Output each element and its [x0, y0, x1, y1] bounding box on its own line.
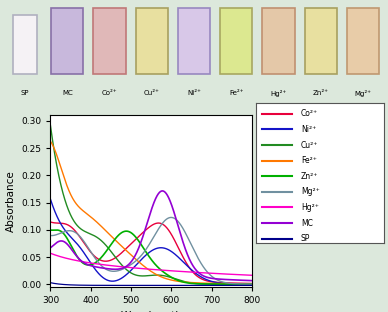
FancyBboxPatch shape	[220, 8, 252, 74]
Text: Mg²⁺: Mg²⁺	[301, 188, 320, 196]
Text: Fe²⁺: Fe²⁺	[301, 156, 317, 165]
FancyBboxPatch shape	[51, 8, 83, 74]
Text: MC: MC	[301, 219, 313, 227]
Text: Co²⁺: Co²⁺	[102, 90, 117, 96]
Text: Hg²⁺: Hg²⁺	[270, 90, 287, 97]
X-axis label: Wavelength: Wavelength	[120, 311, 182, 312]
FancyBboxPatch shape	[13, 15, 37, 74]
FancyBboxPatch shape	[136, 8, 168, 74]
Text: Fe²⁺: Fe²⁺	[229, 90, 244, 96]
Text: Ni²⁺: Ni²⁺	[301, 125, 316, 134]
FancyBboxPatch shape	[94, 8, 126, 74]
FancyBboxPatch shape	[347, 8, 379, 74]
Text: Hg²⁺: Hg²⁺	[301, 203, 319, 212]
FancyBboxPatch shape	[262, 8, 294, 74]
FancyBboxPatch shape	[178, 8, 210, 74]
Y-axis label: Absorbance: Absorbance	[6, 170, 16, 232]
Text: Zn²⁺: Zn²⁺	[301, 172, 318, 181]
Text: Cu²⁺: Cu²⁺	[144, 90, 160, 96]
Text: Co²⁺: Co²⁺	[301, 110, 318, 118]
Text: Zn²⁺: Zn²⁺	[313, 90, 329, 96]
Text: MC: MC	[62, 90, 73, 96]
Text: SP: SP	[21, 90, 29, 96]
Text: Cu²⁺: Cu²⁺	[301, 141, 318, 149]
Text: Mg²⁺: Mg²⁺	[355, 90, 371, 97]
Text: SP: SP	[301, 234, 310, 243]
Text: Ni²⁺: Ni²⁺	[187, 90, 201, 96]
FancyBboxPatch shape	[305, 8, 337, 74]
